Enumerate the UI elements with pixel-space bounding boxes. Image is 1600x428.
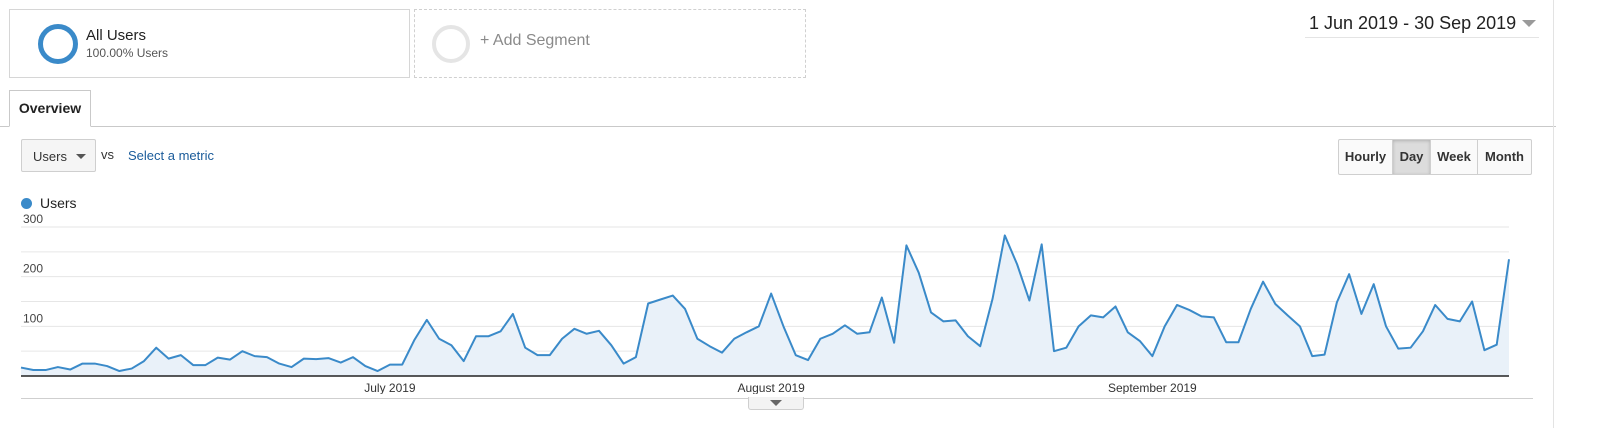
add-segment-button[interactable]: + Add Segment: [414, 9, 806, 78]
chart-expand-handle[interactable]: [748, 397, 804, 410]
legend-dot-icon: [21, 198, 32, 209]
x-tick-label: August 2019: [737, 381, 805, 394]
segment-ring-icon: [38, 24, 78, 64]
y-axis-ticks: 100 200 300: [23, 212, 43, 325]
page-edge-divider: [1553, 0, 1554, 428]
metric-select[interactable]: Users: [21, 139, 96, 172]
segment-subtitle: 100.00% Users: [86, 46, 169, 60]
segment-all-users[interactable]: All Users 100.00% Users: [9, 9, 410, 78]
granularity-toggle: Hourly Day Week Month: [1338, 139, 1532, 175]
day-button[interactable]: Day: [1392, 139, 1431, 175]
tab-divider: [0, 126, 1556, 127]
add-segment-label: + Add Segment: [480, 32, 590, 49]
month-button[interactable]: Month: [1477, 139, 1532, 175]
users-line-chart: 100 200 300 July 2019 August 2019 September …: [20, 212, 1510, 394]
y-tick-label: 300: [23, 212, 43, 226]
users-area-fill: [21, 235, 1509, 376]
y-tick-label: 200: [23, 262, 43, 276]
x-axis-ticks: July 2019 August 2019 September 2019: [364, 381, 1197, 394]
caret-down-icon: [770, 400, 782, 406]
metric-select-value: Users: [33, 149, 67, 164]
chevron-down-icon: [1522, 20, 1536, 27]
date-range-picker[interactable]: 1 Jun 2019 - 30 Sep 2019: [1305, 11, 1539, 38]
tab-overview[interactable]: Overview: [9, 90, 91, 127]
hourly-button[interactable]: Hourly: [1338, 139, 1393, 175]
vs-label: vs: [101, 147, 114, 162]
x-tick-label: September 2019: [1108, 381, 1197, 394]
x-tick-label: July 2019: [364, 381, 416, 394]
segment-title: All Users: [86, 27, 147, 44]
legend-label: Users: [40, 195, 77, 211]
date-range-text: 1 Jun 2019 - 30 Sep 2019: [1309, 13, 1517, 33]
week-button[interactable]: Week: [1430, 139, 1478, 175]
y-tick-label: 100: [23, 311, 43, 325]
select-metric-link[interactable]: Select a metric: [128, 148, 214, 163]
segment-empty-ring-icon: [432, 25, 470, 63]
users-series-line: [20, 234, 1510, 373]
caret-down-icon: [76, 154, 86, 159]
